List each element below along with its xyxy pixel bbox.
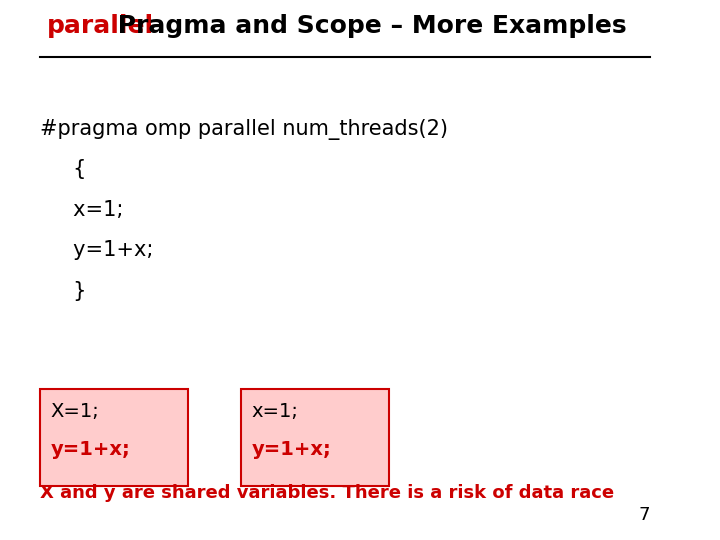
Text: #pragma omp parallel num_threads(2): #pragma omp parallel num_threads(2) (40, 119, 448, 140)
FancyBboxPatch shape (40, 389, 188, 486)
Text: x=1;: x=1; (251, 402, 298, 421)
Text: x=1;: x=1; (40, 200, 124, 220)
Text: parallel: parallel (47, 14, 154, 38)
Text: 7: 7 (639, 506, 650, 524)
FancyBboxPatch shape (241, 389, 389, 486)
Text: y=1+x;: y=1+x; (50, 440, 130, 459)
Text: }: } (40, 281, 86, 301)
Text: {: { (40, 159, 86, 179)
Text: X and y are shared variables. There is a risk of data race: X and y are shared variables. There is a… (40, 484, 614, 502)
Text: X=1;: X=1; (50, 402, 99, 421)
Text: y=1+x;: y=1+x; (40, 240, 153, 260)
Text: Pragma and Scope – More Examples: Pragma and Scope – More Examples (109, 14, 626, 38)
Text: y=1+x;: y=1+x; (251, 440, 331, 459)
